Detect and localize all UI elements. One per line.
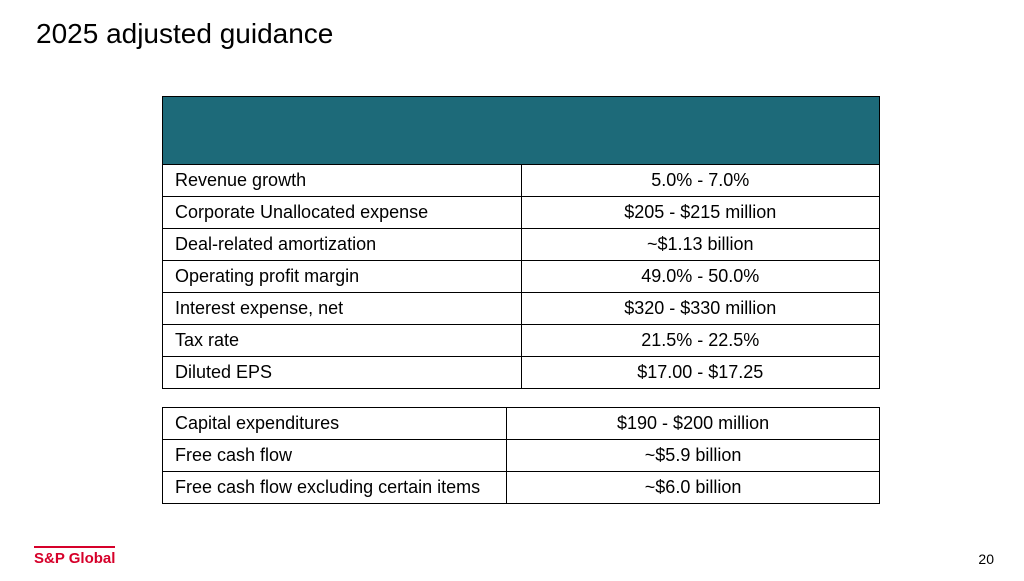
metric-value: $190 - $200 million — [507, 408, 880, 440]
table-header-band — [163, 97, 880, 165]
guidance-tables: Revenue growth 5.0% - 7.0% Corporate Una… — [162, 96, 880, 504]
metric-label: Revenue growth — [163, 165, 522, 197]
table-gap — [162, 389, 880, 407]
metric-label: Deal-related amortization — [163, 229, 522, 261]
table-row: Interest expense, net $320 - $330 millio… — [163, 293, 880, 325]
table-row: Operating profit margin 49.0% - 50.0% — [163, 261, 880, 293]
table-row: Free cash flow excluding certain items ~… — [163, 472, 880, 504]
metric-value: ~$5.9 billion — [507, 440, 880, 472]
table-row: Diluted EPS $17.00 - $17.25 — [163, 357, 880, 389]
page-number: 20 — [978, 551, 994, 567]
table-row: Tax rate 21.5% - 22.5% — [163, 325, 880, 357]
metric-label: Interest expense, net — [163, 293, 522, 325]
table-row: Capital expenditures $190 - $200 million — [163, 408, 880, 440]
metric-label: Tax rate — [163, 325, 522, 357]
metric-value: 49.0% - 50.0% — [521, 261, 880, 293]
metric-value: $205 - $215 million — [521, 197, 880, 229]
metric-value: ~$6.0 billion — [507, 472, 880, 504]
metric-label: Operating profit margin — [163, 261, 522, 293]
brand-logo-text: S&P Global — [34, 546, 115, 567]
metric-label: Diluted EPS — [163, 357, 522, 389]
table-row: Corporate Unallocated expense $205 - $21… — [163, 197, 880, 229]
guidance-table-main: Revenue growth 5.0% - 7.0% Corporate Una… — [162, 96, 880, 389]
table-row: Deal-related amortization ~$1.13 billion — [163, 229, 880, 261]
metric-label: Capital expenditures — [163, 408, 507, 440]
metric-value: $17.00 - $17.25 — [521, 357, 880, 389]
metric-value: 5.0% - 7.0% — [521, 165, 880, 197]
table-row: Revenue growth 5.0% - 7.0% — [163, 165, 880, 197]
slide-title: 2025 adjusted guidance — [36, 18, 333, 50]
metric-label: Free cash flow — [163, 440, 507, 472]
metric-label: Corporate Unallocated expense — [163, 197, 522, 229]
metric-value: $320 - $330 million — [521, 293, 880, 325]
guidance-table-secondary: Capital expenditures $190 - $200 million… — [162, 407, 880, 504]
metric-label: Free cash flow excluding certain items — [163, 472, 507, 504]
metric-value: 21.5% - 22.5% — [521, 325, 880, 357]
table-row: Free cash flow ~$5.9 billion — [163, 440, 880, 472]
metric-value: ~$1.13 billion — [521, 229, 880, 261]
slide-footer: S&P Global 20 — [34, 546, 994, 567]
